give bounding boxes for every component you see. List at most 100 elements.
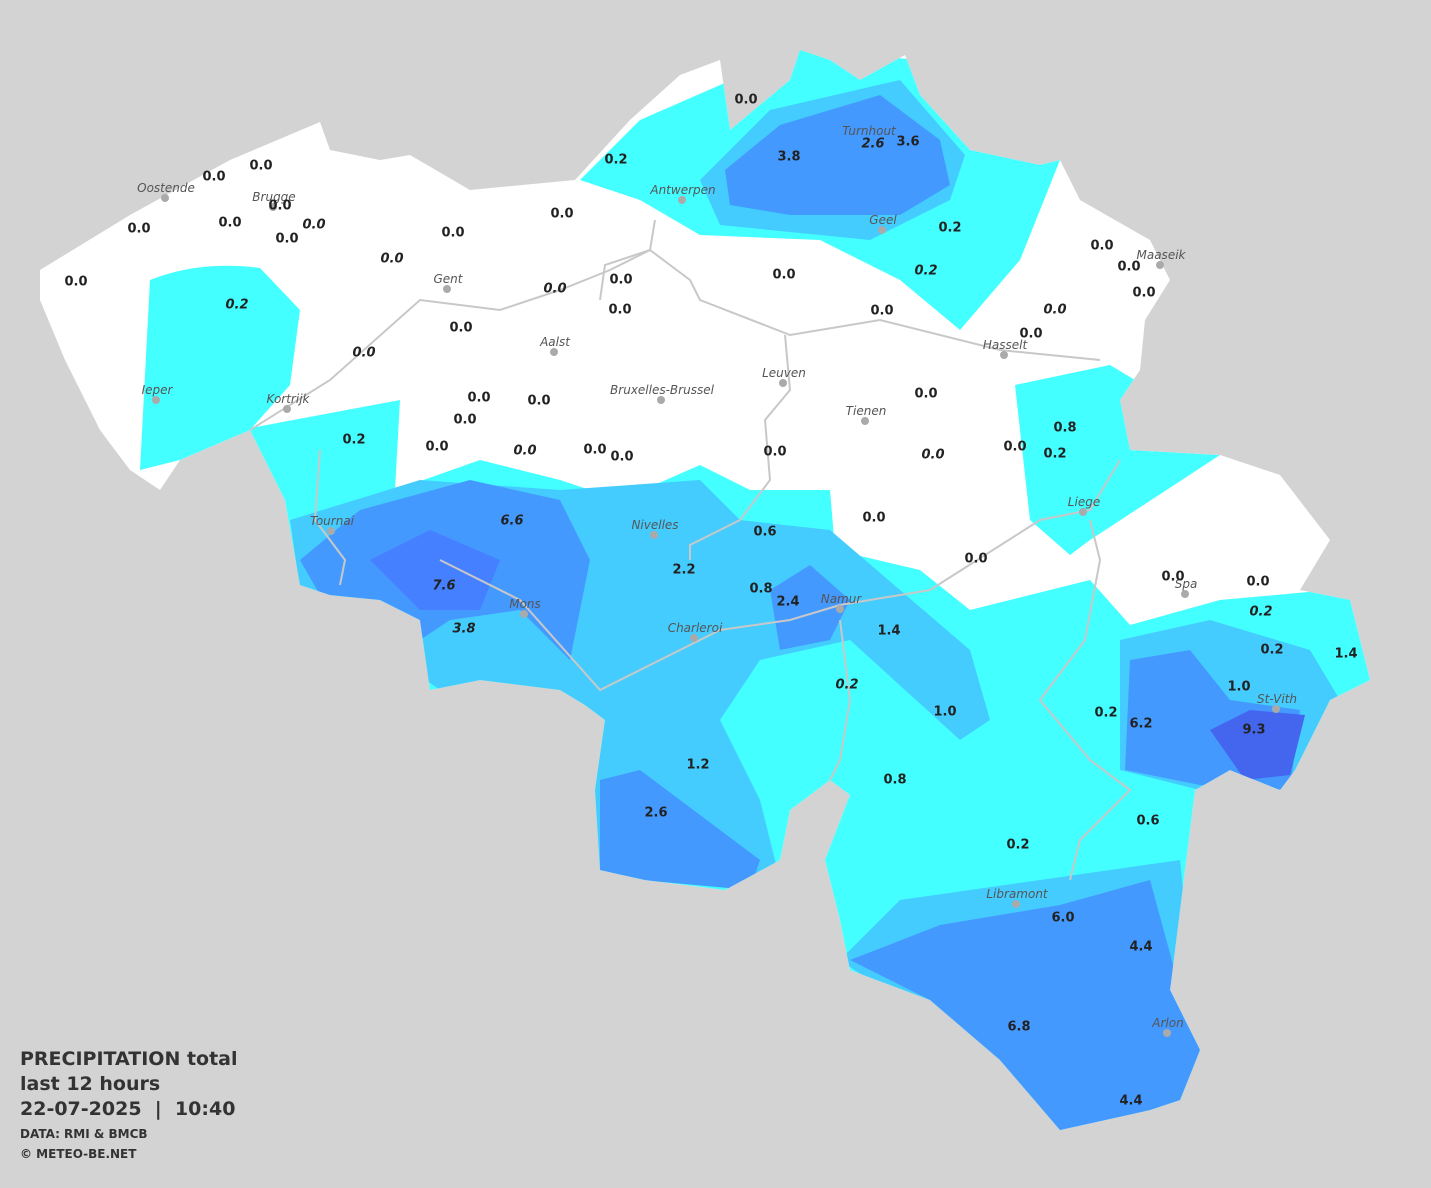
reading-value: 9.3 bbox=[1242, 723, 1265, 738]
reading-value: 0.2 bbox=[1249, 605, 1272, 620]
reading-value: 0.2 bbox=[1043, 447, 1066, 462]
reading-value: 0.0 bbox=[352, 346, 375, 361]
reading-value: 0.0 bbox=[1246, 575, 1269, 590]
reading-value: 1.0 bbox=[933, 705, 956, 720]
city-label: Nivelles bbox=[631, 518, 678, 532]
city-dot bbox=[1163, 1029, 1171, 1037]
city-label: Liege bbox=[1068, 495, 1100, 509]
city-layer: Oostende Brugge Antwerpen Turnhout Geel Maase… bbox=[137, 124, 1297, 1037]
reading-value: 0.0 bbox=[583, 443, 606, 458]
reading-value: 3.6 bbox=[896, 135, 919, 150]
reading-value: 0.0 bbox=[302, 218, 325, 233]
reading-value: 2.4 bbox=[776, 595, 799, 610]
city-label: Geel bbox=[869, 213, 897, 227]
legend-source: DATA: RMI & BMCB bbox=[20, 1127, 148, 1141]
reading-value: 0.0 bbox=[1043, 303, 1066, 318]
city-label: Gent bbox=[434, 272, 464, 286]
reading-value: 0.0 bbox=[609, 273, 632, 288]
city-label: Kortrijk bbox=[267, 392, 311, 406]
reading-value: 2.2 bbox=[672, 563, 695, 578]
reading-value: 7.6 bbox=[432, 579, 455, 594]
reading-value: 0.0 bbox=[870, 304, 893, 319]
reading-value: 2.6 bbox=[644, 806, 667, 821]
reading-value: 0.0 bbox=[527, 394, 550, 409]
reading-value: 0.2 bbox=[1260, 643, 1283, 658]
city-label: Arlon bbox=[1151, 1016, 1183, 1030]
city-label: Namur bbox=[821, 592, 863, 606]
reading-value: 0.0 bbox=[268, 199, 291, 214]
legend-timestamp: 22-07-2025 | 10:40 bbox=[20, 1098, 235, 1120]
reading-value: 0.0 bbox=[543, 282, 566, 297]
reading-value: 0.2 bbox=[835, 678, 858, 693]
city-label: Bruxelles-Brussel bbox=[610, 383, 715, 397]
city-dot bbox=[152, 396, 160, 404]
reading-value: 0.0 bbox=[202, 170, 225, 185]
reading-value: 0.0 bbox=[425, 440, 448, 455]
city-dot bbox=[161, 194, 169, 202]
city-dot bbox=[1012, 900, 1020, 908]
reading-value: 0.0 bbox=[608, 303, 631, 318]
legend-subtitle: last 12 hours bbox=[20, 1073, 160, 1095]
reading-value: 0.0 bbox=[127, 222, 150, 237]
reading-value: 6.2 bbox=[1129, 717, 1152, 732]
reading-value: 0.2 bbox=[1094, 706, 1117, 721]
city-dot bbox=[779, 379, 787, 387]
reading-value: 0.0 bbox=[862, 511, 885, 526]
reading-value: 2.6 bbox=[861, 137, 884, 152]
city-dot bbox=[878, 226, 886, 234]
reading-value: 0.0 bbox=[921, 448, 944, 463]
city-dot bbox=[678, 196, 686, 204]
city-label: Brugge bbox=[252, 190, 295, 204]
city-dot bbox=[657, 396, 665, 404]
reading-value: 6.0 bbox=[1051, 911, 1074, 926]
city-dot bbox=[1272, 705, 1280, 713]
reading-value: 0.0 bbox=[441, 226, 464, 241]
reading-value: 6.8 bbox=[1007, 1020, 1030, 1035]
reading-value: 0.0 bbox=[1090, 239, 1113, 254]
reading-value: 0.2 bbox=[604, 153, 627, 168]
legend-credit: © METEO-BE.NET bbox=[20, 1147, 137, 1161]
legend-title: PRECIPITATION total bbox=[20, 1048, 238, 1070]
reading-value: 0.8 bbox=[749, 582, 772, 597]
city-label: Aalst bbox=[539, 335, 571, 349]
reading-value: 0.6 bbox=[1136, 814, 1159, 829]
reading-value: 1.0 bbox=[1227, 680, 1250, 695]
city-label: Mons bbox=[509, 597, 541, 611]
reading-value: 0.0 bbox=[449, 321, 472, 336]
city-label: St-Vith bbox=[1257, 692, 1297, 706]
city-label: Maaseik bbox=[1137, 248, 1187, 262]
reading-value: 0.0 bbox=[513, 444, 536, 459]
reading-value: 0.0 bbox=[734, 93, 757, 108]
reading-value: 0.0 bbox=[1132, 286, 1155, 301]
reading-value: 0.0 bbox=[964, 552, 987, 567]
reading-value: 0.0 bbox=[249, 159, 272, 174]
city-dot bbox=[269, 203, 277, 211]
city-label: Tienen bbox=[846, 404, 887, 418]
city-label: Libramont bbox=[986, 887, 1049, 901]
reading-value: 0.8 bbox=[883, 773, 906, 788]
reading-value: 0.0 bbox=[1003, 440, 1026, 455]
city-label: Ieper bbox=[142, 383, 174, 397]
reading-value: 0.0 bbox=[763, 445, 786, 460]
legend: PRECIPITATION total last 12 hours 22-07-… bbox=[20, 1048, 238, 1161]
city-label: Oostende bbox=[137, 181, 195, 195]
reading-value: 6.6 bbox=[500, 514, 523, 529]
reading-value: 0.0 bbox=[1117, 260, 1140, 275]
reading-value: 0.0 bbox=[914, 387, 937, 402]
reading-value: 0.0 bbox=[550, 207, 573, 222]
city-dot bbox=[550, 348, 558, 356]
reading-value: 0.0 bbox=[1161, 570, 1184, 585]
reading-value: 0.6 bbox=[753, 525, 776, 540]
reading-value: 0.0 bbox=[1019, 327, 1042, 342]
reading-value: 0.8 bbox=[1053, 421, 1076, 436]
city-label: Hasselt bbox=[983, 338, 1029, 352]
city-label: Leuven bbox=[762, 366, 806, 380]
city-dot bbox=[520, 610, 528, 618]
city-label: Turnhout bbox=[842, 124, 897, 138]
reading-value: 3.8 bbox=[452, 622, 475, 637]
city-dot bbox=[1181, 590, 1189, 598]
city-dot bbox=[861, 417, 869, 425]
reading-value: 0.0 bbox=[64, 275, 87, 290]
city-label: Spa bbox=[1175, 577, 1198, 591]
